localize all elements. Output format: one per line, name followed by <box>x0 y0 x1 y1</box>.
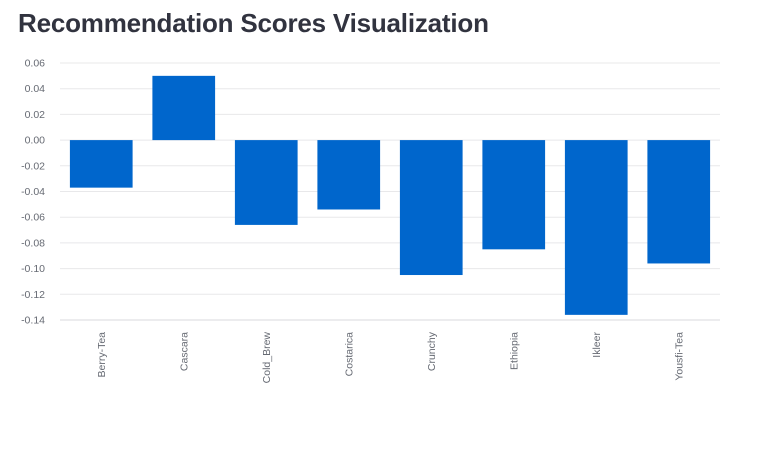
x-tick-label: Ikleer <box>591 332 603 358</box>
x-axis: Berry-Tea Cascara Cold_Brew Costarica Crunch… <box>60 319 720 384</box>
bar-cascara[interactable] <box>152 75 216 141</box>
y-tick-label: -0.06 <box>21 212 45 224</box>
y-tick-label: 0.06 <box>25 58 46 70</box>
y-tick-label: -0.14 <box>21 315 45 327</box>
y-tick-label: -0.04 <box>21 186 45 198</box>
y-tick-label: -0.08 <box>21 237 45 249</box>
y-tick-label: 0.04 <box>25 83 46 95</box>
bar-ethiopia[interactable] <box>482 140 546 250</box>
bar-costarica[interactable] <box>317 140 381 210</box>
bar-yousfi-tea[interactable] <box>647 140 711 264</box>
page-title: Recommendation Scores Visualization <box>18 8 489 38</box>
x-tick-label: Yousfi-Tea <box>673 332 685 381</box>
y-tick-label: -0.12 <box>21 289 45 301</box>
y-tick-label: 0.00 <box>25 135 46 147</box>
x-tick-label: Berry-Tea <box>96 332 108 378</box>
x-tick-label: Crunchy <box>426 331 438 371</box>
x-tick-label: Ethiopia <box>508 332 520 370</box>
y-tick-label: -0.10 <box>21 263 45 275</box>
bar-crunchy[interactable] <box>399 140 463 276</box>
bar-ikleer[interactable] <box>564 140 628 315</box>
bar-berry-tea[interactable] <box>69 140 133 188</box>
y-tick-label: -0.02 <box>21 160 45 172</box>
x-tick-label: Cascara <box>178 332 190 371</box>
bars <box>69 75 711 315</box>
y-axis: 0.06 0.04 0.02 0.00 -0.02 -0.04 -0.06 -0.08 -0.1… <box>21 58 45 327</box>
y-tick-label: 0.02 <box>25 109 46 121</box>
x-tick-label: Costarica <box>343 332 355 377</box>
bar-cold-brew[interactable] <box>234 140 298 225</box>
x-tick-label: Cold_Brew <box>261 332 273 384</box>
